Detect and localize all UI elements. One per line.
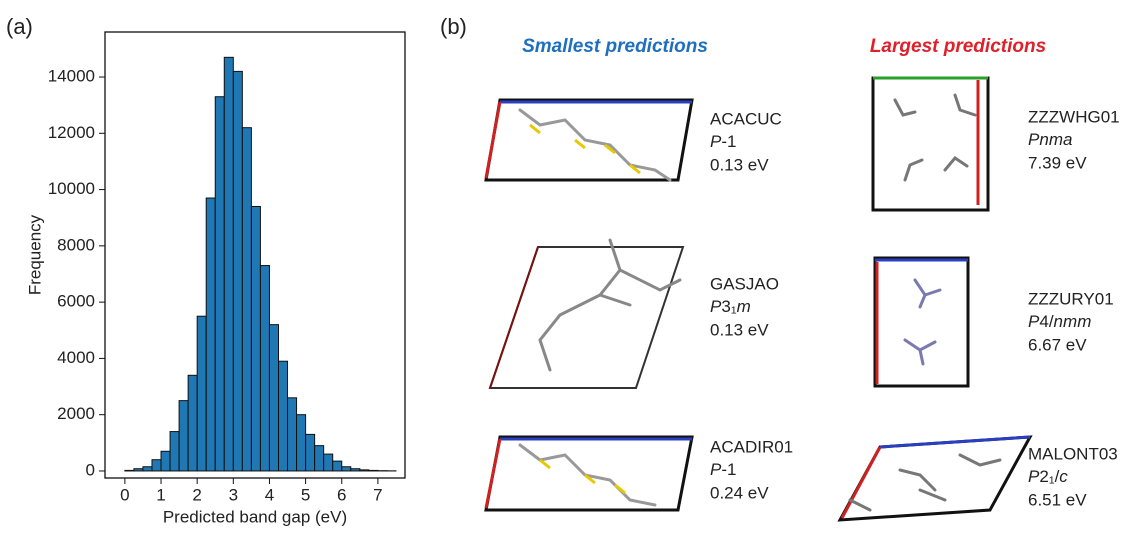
bar: [143, 467, 152, 471]
bar: [134, 469, 143, 471]
structure-image: [486, 437, 692, 510]
structure-image: [875, 258, 968, 386]
bar: [161, 451, 170, 471]
x-tick-label: 0: [120, 485, 129, 504]
x-tick-label: 5: [301, 485, 310, 504]
bar: [215, 97, 224, 471]
y-tick-label: 0: [86, 460, 95, 479]
bar: [188, 375, 197, 471]
y-axis-label: Frequency: [25, 214, 44, 295]
structure-image: [840, 437, 1030, 520]
structure-name: ZZZURY01: [1028, 289, 1114, 308]
y-tick-label: 12000: [48, 123, 95, 142]
space-group: P-1: [710, 132, 736, 151]
y-tick-label: 10000: [48, 179, 95, 198]
x-tick-label: 4: [265, 485, 274, 504]
space-group: Pnma: [1028, 130, 1072, 149]
y-tick-label: 8000: [57, 235, 95, 254]
x-tick-label: 7: [373, 485, 382, 504]
bar: [333, 461, 342, 471]
panel-label: (b): [440, 14, 467, 39]
bar: [342, 467, 351, 471]
structure-name: ZZZWHG01: [1028, 107, 1120, 126]
bar: [269, 325, 278, 471]
space-group: P2₁/c: [1028, 467, 1068, 486]
x-tick-label: 3: [229, 485, 238, 504]
structure-image: [490, 240, 683, 388]
bar: [297, 415, 306, 471]
structure-name: ACADIR01: [710, 437, 793, 456]
figure: (a) (b) Predicted band gap (eV) Frequenc…: [0, 0, 1133, 537]
band-gap: 7.39 eV: [1028, 153, 1087, 172]
space-group: P-1: [710, 460, 736, 479]
structure-name: ACACUC: [710, 109, 782, 128]
panel-label: (a): [6, 14, 33, 39]
column-header: Smallest predictions: [522, 36, 708, 57]
x-tick-label: 1: [156, 485, 165, 504]
bar: [306, 434, 315, 471]
band-gap: 6.51 eV: [1028, 490, 1087, 509]
x-tick-label: 2: [192, 485, 201, 504]
space-group: P3₁m: [710, 297, 751, 316]
y-tick-label: 14000: [48, 67, 95, 86]
y-tick-label: 4000: [57, 348, 95, 367]
bar: [324, 454, 333, 471]
structure-name: MALONT03: [1028, 444, 1118, 463]
structure-image: [873, 78, 988, 210]
bar: [360, 470, 369, 471]
bar: [315, 446, 324, 471]
bar: [206, 198, 215, 471]
bar: [278, 361, 287, 471]
space-group: P4/nmm: [1028, 312, 1091, 331]
column-header: Largest predictions: [870, 36, 1046, 57]
bar: [179, 401, 188, 471]
y-tick-label: 2000: [57, 404, 95, 423]
bar: [369, 470, 378, 471]
bar: [260, 266, 269, 471]
bar: [224, 57, 233, 471]
x-axis-label: Predicted band gap (eV): [163, 507, 347, 526]
band-gap: 0.13 eV: [710, 320, 769, 339]
bar: [152, 460, 161, 471]
bar: [125, 470, 134, 471]
bar: [288, 398, 297, 471]
bar: [242, 128, 251, 471]
structure-image: [486, 100, 692, 180]
y-tick-label: 6000: [57, 292, 95, 311]
band-gap: 0.13 eV: [710, 155, 769, 174]
band-gap: 6.67 eV: [1028, 335, 1087, 354]
bar: [251, 206, 260, 471]
structure-name: GASJAO: [710, 274, 779, 293]
x-tick-label: 6: [337, 485, 346, 504]
band-gap: 0.24 eV: [710, 483, 769, 502]
bar: [233, 71, 242, 471]
bar: [351, 469, 360, 471]
bar: [197, 316, 206, 471]
bar: [170, 432, 179, 471]
